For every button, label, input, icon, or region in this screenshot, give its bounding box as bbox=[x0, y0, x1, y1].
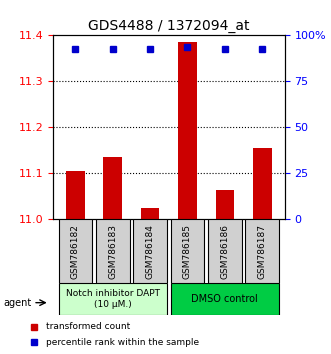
Bar bbox=[141, 208, 160, 219]
FancyBboxPatch shape bbox=[59, 219, 92, 283]
FancyBboxPatch shape bbox=[171, 219, 204, 283]
Text: GSM786184: GSM786184 bbox=[146, 224, 155, 279]
Text: GSM786186: GSM786186 bbox=[220, 224, 229, 279]
Bar bbox=[215, 189, 234, 219]
Text: GSM786183: GSM786183 bbox=[108, 224, 117, 279]
Text: GSM786182: GSM786182 bbox=[71, 224, 80, 279]
FancyBboxPatch shape bbox=[59, 283, 167, 315]
FancyBboxPatch shape bbox=[171, 283, 279, 315]
Text: transformed count: transformed count bbox=[46, 322, 131, 331]
Bar bbox=[66, 171, 85, 219]
Text: GSM786185: GSM786185 bbox=[183, 224, 192, 279]
Text: percentile rank within the sample: percentile rank within the sample bbox=[46, 338, 200, 347]
Text: DMSO control: DMSO control bbox=[192, 294, 258, 304]
Text: agent: agent bbox=[3, 298, 31, 308]
FancyBboxPatch shape bbox=[208, 219, 242, 283]
FancyBboxPatch shape bbox=[245, 219, 279, 283]
Bar bbox=[253, 148, 271, 219]
Text: Notch inhibitor DAPT
(10 μM.): Notch inhibitor DAPT (10 μM.) bbox=[66, 290, 160, 309]
Bar bbox=[103, 157, 122, 219]
Text: GSM786187: GSM786187 bbox=[258, 224, 267, 279]
Bar bbox=[178, 42, 197, 219]
Title: GDS4488 / 1372094_at: GDS4488 / 1372094_at bbox=[88, 19, 250, 33]
FancyBboxPatch shape bbox=[96, 219, 129, 283]
FancyBboxPatch shape bbox=[133, 219, 167, 283]
